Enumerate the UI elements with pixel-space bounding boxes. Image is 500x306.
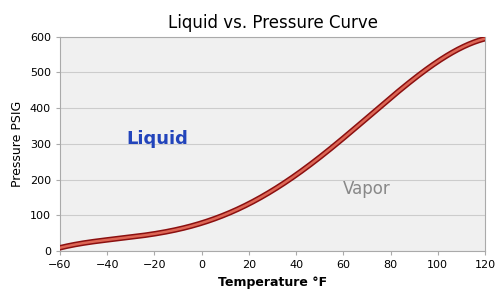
Text: Vapor: Vapor <box>344 180 391 198</box>
Title: Liquid vs. Pressure Curve: Liquid vs. Pressure Curve <box>168 14 378 32</box>
Y-axis label: Pressure PSIG: Pressure PSIG <box>12 101 24 187</box>
Text: Liquid: Liquid <box>126 130 188 148</box>
X-axis label: Temperature °F: Temperature °F <box>218 275 327 289</box>
